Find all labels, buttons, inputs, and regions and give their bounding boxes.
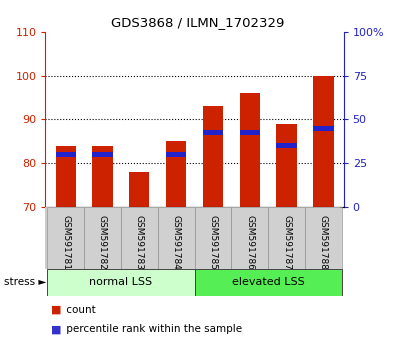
Bar: [268, 207, 305, 269]
Bar: [276, 124, 297, 207]
Text: count: count: [63, 305, 96, 315]
Bar: [121, 207, 158, 269]
Bar: [84, 207, 121, 269]
Text: GSM591782: GSM591782: [98, 215, 107, 269]
Text: GSM591787: GSM591787: [282, 215, 291, 269]
Bar: [203, 106, 223, 207]
Bar: [313, 76, 333, 207]
Bar: [240, 93, 260, 207]
Bar: [240, 130, 260, 135]
Bar: [305, 207, 342, 269]
Text: GDS3868 / ILMN_1702329: GDS3868 / ILMN_1702329: [111, 16, 284, 29]
Bar: [203, 130, 223, 135]
Bar: [47, 207, 84, 269]
Text: ■: ■: [51, 324, 62, 334]
Text: percentile rank within the sample: percentile rank within the sample: [63, 324, 242, 334]
Bar: [129, 172, 149, 207]
Text: GSM591785: GSM591785: [209, 215, 217, 269]
Bar: [158, 207, 194, 269]
Bar: [194, 269, 342, 296]
Bar: [56, 146, 76, 207]
Bar: [92, 146, 113, 207]
Text: ■: ■: [51, 305, 62, 315]
Bar: [92, 152, 113, 157]
Bar: [166, 152, 186, 157]
Bar: [313, 126, 333, 131]
Bar: [194, 207, 231, 269]
Bar: [56, 152, 76, 157]
Text: normal LSS: normal LSS: [89, 277, 152, 287]
Text: GSM591783: GSM591783: [135, 215, 144, 269]
Bar: [47, 269, 194, 296]
Text: GSM591786: GSM591786: [245, 215, 254, 269]
Text: GSM591788: GSM591788: [319, 215, 328, 269]
Text: stress ►: stress ►: [4, 277, 46, 287]
Bar: [231, 207, 268, 269]
Bar: [276, 143, 297, 148]
Text: GSM591784: GSM591784: [172, 215, 181, 269]
Text: elevated LSS: elevated LSS: [232, 277, 305, 287]
Bar: [166, 141, 186, 207]
Text: GSM591781: GSM591781: [61, 215, 70, 269]
